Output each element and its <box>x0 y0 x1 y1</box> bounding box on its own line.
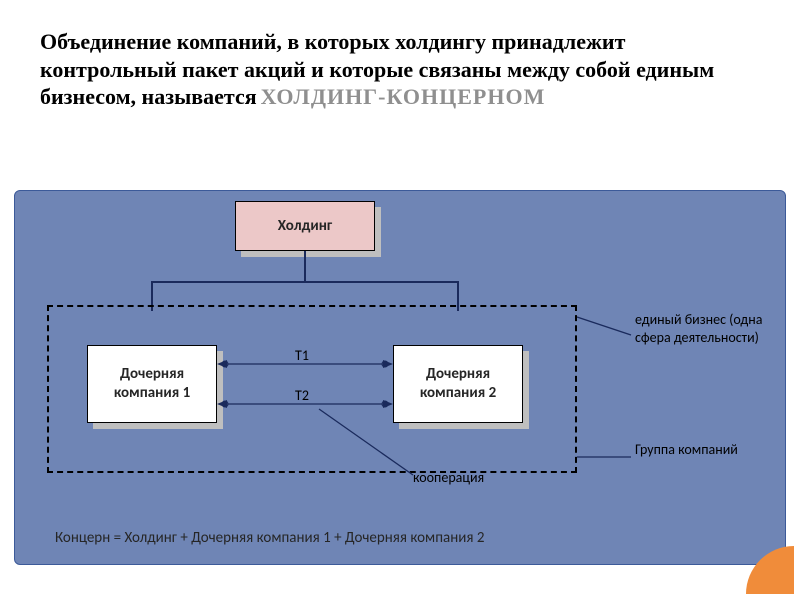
t2-label: Т2 <box>295 387 309 404</box>
subsidiary-2-label: Дочерняя компания 2 <box>394 365 522 403</box>
side-label-business: единый бизнес (одна сфера деятельности) <box>635 311 775 346</box>
accent-path <box>746 546 794 594</box>
diagram-panel: Холдинг Дочерняя компания 1 Дочерняя ком… <box>14 190 786 565</box>
subsidiary-1-label: Дочерняя компания 1 <box>88 365 216 403</box>
coop-label: кооперация <box>413 469 484 486</box>
side-label-group: Группа компаний <box>635 441 755 459</box>
connector-horizontal <box>151 281 459 283</box>
connector-vertical <box>304 251 306 281</box>
subsidiary-1-node: Дочерняя компания 1 <box>87 345 217 423</box>
concern-formula: Концерн = Холдинг + Дочерняя компания 1 … <box>55 529 484 547</box>
holding-node: Холдинг <box>235 201 375 251</box>
group-callout-line <box>575 443 635 473</box>
business-callout-line <box>575 313 635 353</box>
corner-accent-icon <box>746 546 794 594</box>
t1-label: Т1 <box>295 347 309 364</box>
slide-heading: Объединение компаний, в которых холдингу… <box>0 0 800 121</box>
holding-label: Холдинг <box>278 217 333 235</box>
heading-grey: ХОЛДИНГ-КОНЦЕРНОМ <box>261 84 546 109</box>
